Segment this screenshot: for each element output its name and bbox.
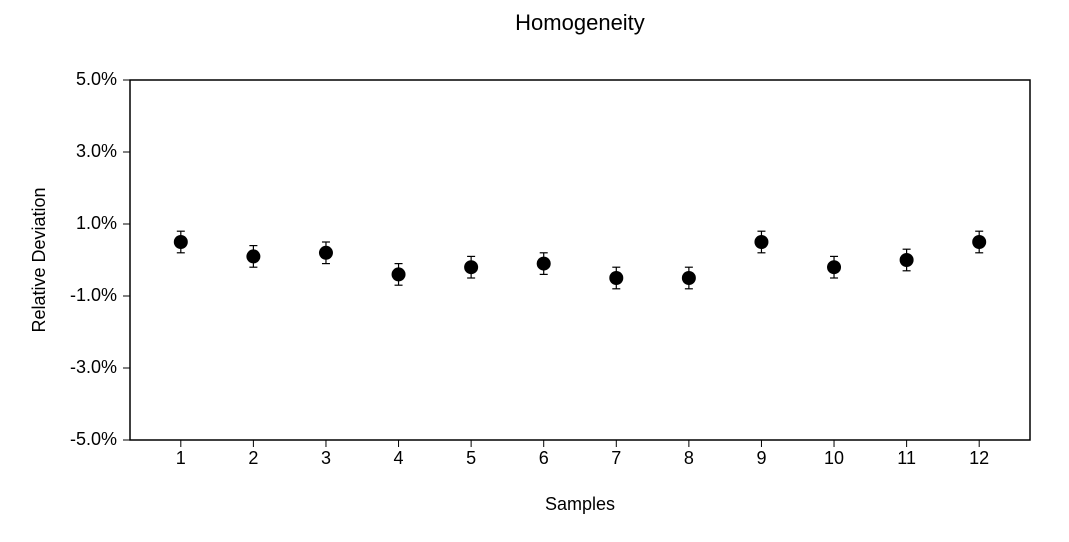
x-tick-label: 7: [611, 448, 621, 468]
x-tick-label: 5: [466, 448, 476, 468]
x-axis-ticks: 123456789101112: [176, 440, 989, 468]
data-point: [972, 235, 986, 249]
y-tick-label: -5.0%: [70, 429, 117, 449]
x-tick-label: 10: [824, 448, 844, 468]
data-point: [464, 260, 478, 274]
x-tick-label: 9: [756, 448, 766, 468]
x-tick-label: 6: [539, 448, 549, 468]
data-point: [827, 260, 841, 274]
homogeneity-chart: Homogeneity -5.0%-3.0%-1.0%1.0%3.0%5.0% …: [0, 0, 1069, 542]
y-axis-ticks: -5.0% -3.0% -1.0% 1.0% 3.0% 5.0%: [70, 69, 130, 449]
data-point: [174, 235, 188, 249]
x-tick-label: 12: [969, 448, 989, 468]
data-point: [754, 235, 768, 249]
y-axis-label: Relative Deviation: [29, 187, 49, 332]
data-point: [900, 253, 914, 267]
data-point: [392, 267, 406, 281]
x-tick-label: 1: [176, 448, 186, 468]
data-point: [246, 249, 260, 263]
data-point: [682, 271, 696, 285]
data-point: [537, 257, 551, 271]
x-tick-label: 11: [897, 448, 916, 468]
y-tick-label: -3.0%: [70, 357, 117, 377]
x-tick-label: 2: [248, 448, 258, 468]
x-axis-label: Samples: [545, 494, 615, 514]
x-tick-label: 4: [394, 448, 404, 468]
y-tick-label: 1.0%: [76, 213, 117, 233]
data-point: [319, 246, 333, 260]
y-tick-label: -1.0%: [70, 285, 117, 305]
data-series: [174, 231, 986, 289]
y-tick-label: 3.0%: [76, 141, 117, 161]
plot-border: [130, 80, 1030, 440]
x-tick-label: 8: [684, 448, 694, 468]
chart-title: Homogeneity: [515, 10, 645, 35]
x-tick-label: 3: [321, 448, 331, 468]
data-point: [609, 271, 623, 285]
chart-root: Homogeneity -5.0%-3.0%-1.0%1.0%3.0%5.0% …: [0, 0, 1069, 542]
y-tick-label: 5.0%: [76, 69, 117, 89]
